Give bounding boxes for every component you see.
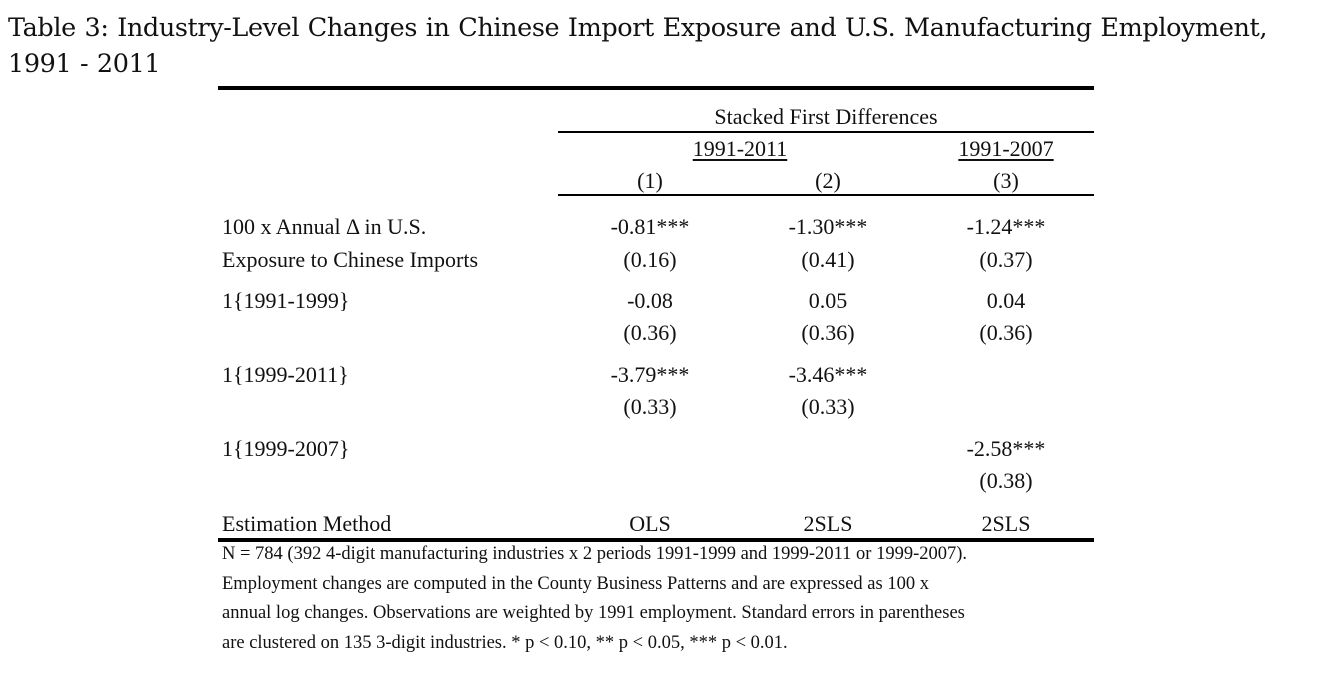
row-label: 1{1999-2011} bbox=[222, 362, 349, 387]
table-notes: N = 784 (392 4-digit manufacturing indus… bbox=[222, 540, 1102, 658]
method-cell: 2SLS bbox=[981, 511, 1031, 536]
std-error-cell: (0.41) bbox=[801, 247, 855, 272]
caption-line-2: 1991 - 2011 bbox=[8, 49, 161, 79]
column-number: (3) bbox=[993, 168, 1019, 193]
std-error-cell: (0.16) bbox=[623, 247, 677, 272]
coefficient-cell: -0.81*** bbox=[610, 214, 690, 239]
coefficient-cell: 0.05 bbox=[808, 288, 848, 313]
coefficient-cell: -3.46*** bbox=[788, 362, 868, 387]
spanner-rule bbox=[558, 131, 1094, 133]
estimation-method-label: Estimation Method bbox=[222, 511, 392, 536]
coefficient-cell: -1.24*** bbox=[966, 214, 1046, 239]
method-cell: OLS bbox=[629, 511, 671, 536]
coefficient-cell: -3.79*** bbox=[610, 362, 690, 387]
coefficient-cell: -2.58*** bbox=[966, 436, 1046, 461]
std-error-cell: (0.36) bbox=[979, 320, 1033, 345]
coefficient-cell: -1.30*** bbox=[788, 214, 868, 239]
std-error-cell: (0.38) bbox=[979, 468, 1033, 493]
std-error-cell: (0.36) bbox=[801, 320, 855, 345]
std-error-cell: (0.33) bbox=[623, 394, 677, 419]
note-line: annual log changes. Observations are wei… bbox=[222, 603, 965, 623]
coefficient-cell: 0.04 bbox=[986, 288, 1026, 313]
note-line: Employment changes are computed in the C… bbox=[222, 573, 929, 594]
bottom-rule bbox=[218, 538, 1094, 542]
table-caption: Table 3: Industry-Level Changes in Chine… bbox=[8, 10, 1313, 82]
row-label: 1{1999-2007} bbox=[222, 436, 350, 461]
top-rule bbox=[218, 86, 1094, 90]
period-header-1991-2007: 1991-2007 bbox=[958, 136, 1054, 161]
std-error-cell: (0.37) bbox=[979, 247, 1033, 272]
method-cell: 2SLS bbox=[803, 511, 853, 536]
spanner-header: Stacked First Differences bbox=[714, 104, 938, 129]
std-error-cell: (0.36) bbox=[623, 320, 677, 345]
note-line: N = 784 (392 4-digit manufacturing indus… bbox=[222, 544, 968, 564]
caption-line-1: Table 3: Industry-Level Changes in Chine… bbox=[8, 13, 1268, 43]
column-number: (1) bbox=[637, 168, 663, 193]
row-label: 1{1991-1999} bbox=[222, 288, 350, 313]
row-label: 100 x Annual Δ in U.S. bbox=[222, 214, 427, 239]
row-label: Exposure to Chinese Imports bbox=[222, 247, 479, 272]
coefficient-cell: -0.08 bbox=[627, 288, 673, 313]
std-error-cell: (0.33) bbox=[801, 394, 855, 419]
header-rule bbox=[558, 194, 1094, 196]
column-number: (2) bbox=[815, 168, 841, 193]
period-header-1991-2011: 1991-2011 bbox=[692, 136, 788, 161]
note-line: are clustered on 135 3-digit industries.… bbox=[222, 632, 788, 653]
